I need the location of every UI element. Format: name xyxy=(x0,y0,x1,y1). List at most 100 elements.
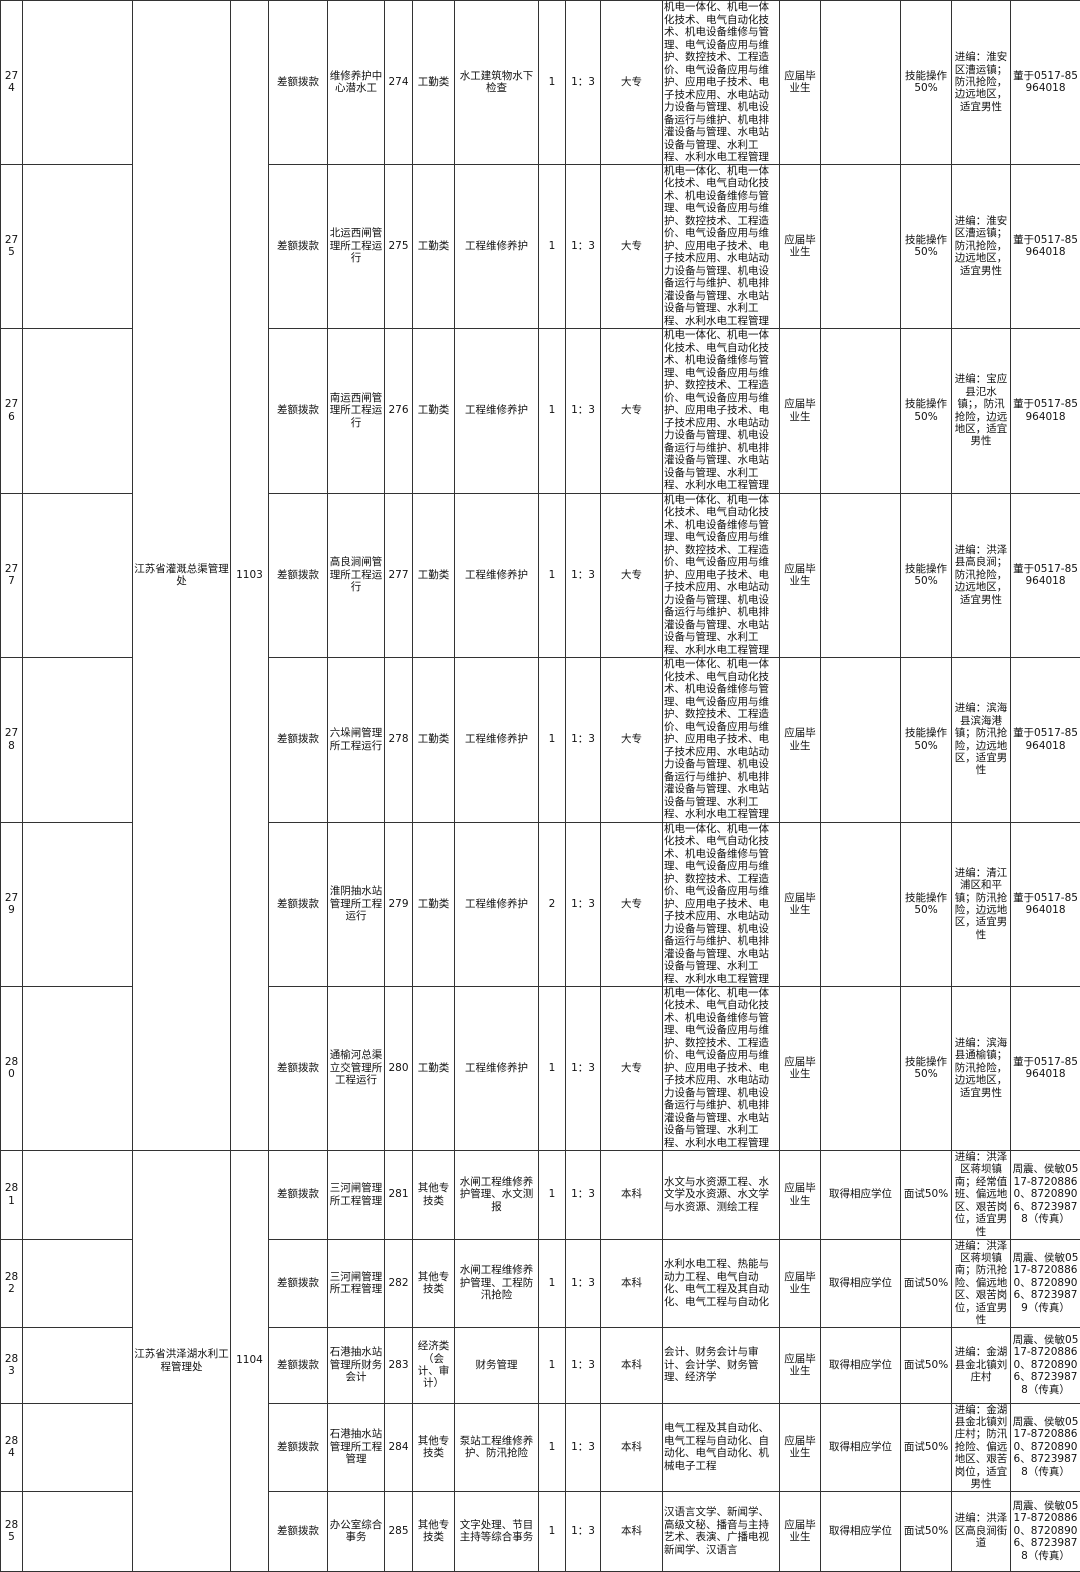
degree: 取得相应学位 xyxy=(821,1403,901,1491)
degree xyxy=(821,1,901,165)
funding-type: 差额拨款 xyxy=(269,1239,328,1327)
blank-cell xyxy=(23,328,133,493)
exam-weight: 技能操作50% xyxy=(901,822,952,986)
position-category: 其他专技类 xyxy=(413,1403,455,1491)
education: 本科 xyxy=(601,1239,663,1327)
position-code: 284 xyxy=(385,1403,413,1491)
exam-weight: 技能操作50% xyxy=(901,1,952,165)
major: 机电一体化、机电一体化技术、电气自动化技术、机电设备维修与管理、电气设备应用与维… xyxy=(663,986,780,1150)
hire-count: 2 xyxy=(539,822,566,986)
funding-type: 差额拨款 xyxy=(269,493,328,657)
row-number: 282 xyxy=(1,1239,23,1327)
note: 进编：金湖县金北镇刘庄村 xyxy=(952,1327,1011,1403)
note: 进编：淮安区漕运镇；防汛抢险，边远地区，适宜男性 xyxy=(952,1,1011,165)
exam-ratio: 1：3 xyxy=(566,1327,601,1403)
exam-ratio: 1：3 xyxy=(566,1239,601,1327)
blank-cell xyxy=(23,493,133,657)
position-description: 文字处理、节目主持等综合事务 xyxy=(455,1491,539,1571)
degree xyxy=(821,822,901,986)
exam-weight: 技能操作50% xyxy=(901,328,952,493)
row-number: 275 xyxy=(1,164,23,328)
funding-type: 差额拨款 xyxy=(269,164,328,328)
blank-cell xyxy=(23,986,133,1150)
exam-ratio: 1：3 xyxy=(566,822,601,986)
note: 进编：金湖县金北镇刘庄村；防汛抢险、偏远地区、艰苦岗位，适宜男性 xyxy=(952,1403,1011,1491)
exam-weight: 面试50% xyxy=(901,1491,952,1571)
contact: 董于0517-85964018 xyxy=(1011,493,1080,657)
major: 会计、财务会计与审计、会计学、财务管理、经济学 xyxy=(663,1327,780,1403)
position-code: 282 xyxy=(385,1239,413,1327)
note: 进编：淮安区漕运镇；防汛抢险，边远地区，适宜男性 xyxy=(952,164,1011,328)
row-number: 276 xyxy=(1,328,23,493)
education: 本科 xyxy=(601,1491,663,1571)
blank-cell xyxy=(23,1327,133,1403)
position-description: 水工建筑物水下检查 xyxy=(455,1,539,165)
exam-weight: 面试50% xyxy=(901,1327,952,1403)
blank-cell xyxy=(23,1403,133,1491)
education: 本科 xyxy=(601,1403,663,1491)
degree: 取得相应学位 xyxy=(821,1150,901,1239)
hire-count: 1 xyxy=(539,1327,566,1403)
position-category: 工勤类 xyxy=(413,164,455,328)
hire-count: 1 xyxy=(539,328,566,493)
major: 汉语言文学、新闻学、高级文秘、播音与主持艺术、表演、广播电视新闻学、汉语言 xyxy=(663,1491,780,1571)
exam-ratio: 1：3 xyxy=(566,1403,601,1491)
note: 进编：滨海县滨海港镇；防汛抢险，边远地区，适宜男性 xyxy=(952,657,1011,822)
hire-count: 1 xyxy=(539,657,566,822)
degree xyxy=(821,164,901,328)
row-number: 283 xyxy=(1,1327,23,1403)
funding-type: 差额拨款 xyxy=(269,657,328,822)
note: 进编：清江浦区和平镇；防汛抢险，边远地区，适宜男性 xyxy=(952,822,1011,986)
funding-type: 差额拨款 xyxy=(269,1150,328,1239)
position-name: 三河闸管理所工程管理 xyxy=(328,1150,385,1239)
position-code: 279 xyxy=(385,822,413,986)
position-category: 工勤类 xyxy=(413,1,455,165)
position-description: 工程维修养护 xyxy=(455,822,539,986)
hire-count: 1 xyxy=(539,1,566,165)
position-description: 工程维修养护 xyxy=(455,657,539,822)
position-category: 其他专技类 xyxy=(413,1491,455,1571)
funding-type: 差额拨款 xyxy=(269,1403,328,1491)
unit-name: 江苏省洪泽湖水利工程管理处 xyxy=(133,1150,231,1571)
candidate-source: 应届毕业生 xyxy=(780,1239,821,1327)
exam-ratio: 1：3 xyxy=(566,986,601,1150)
exam-ratio: 1：3 xyxy=(566,1491,601,1571)
education: 大专 xyxy=(601,657,663,822)
position-name: 南运西闸管理所工程运行 xyxy=(328,328,385,493)
position-description: 财务管理 xyxy=(455,1327,539,1403)
exam-ratio: 1：3 xyxy=(566,164,601,328)
position-name: 六垛闸管理所工程运行 xyxy=(328,657,385,822)
blank-cell xyxy=(23,657,133,822)
position-code: 274 xyxy=(385,1,413,165)
position-category: 其他专技类 xyxy=(413,1239,455,1327)
exam-weight: 技能操作50% xyxy=(901,986,952,1150)
position-name: 北运西闸管理所工程运行 xyxy=(328,164,385,328)
candidate-source: 应届毕业生 xyxy=(780,822,821,986)
position-description: 泵站工程维修养护、防汛抢险 xyxy=(455,1403,539,1491)
candidate-source: 应届毕业生 xyxy=(780,493,821,657)
note: 进编：宝应县氾水镇；，防汛抢险，边远地区，适宜男性 xyxy=(952,328,1011,493)
contact: 周震、侯敏0517-87208860、87208906、87239878（传真） xyxy=(1011,1150,1080,1239)
position-code: 285 xyxy=(385,1491,413,1571)
funding-type: 差额拨款 xyxy=(269,328,328,493)
row-number: 279 xyxy=(1,822,23,986)
exam-ratio: 1：3 xyxy=(566,493,601,657)
note: 进编：洪泽区蒋坝镇南；防汛抢险、偏远地区、艰苦岗位，适宜男性 xyxy=(952,1239,1011,1327)
major: 电气工程及其自动化、电气工程与自动化、自动化、电气自动化、机械电子工程 xyxy=(663,1403,780,1491)
unit-name: 江苏省灌溉总渠管理处 xyxy=(133,1,231,1151)
hire-count: 1 xyxy=(539,1239,566,1327)
row-number: 285 xyxy=(1,1491,23,1571)
hire-count: 1 xyxy=(539,1150,566,1239)
degree xyxy=(821,328,901,493)
position-code: 278 xyxy=(385,657,413,822)
degree: 取得相应学位 xyxy=(821,1327,901,1403)
candidate-source: 应届毕业生 xyxy=(780,1150,821,1239)
position-category: 其他专技类 xyxy=(413,1150,455,1239)
major: 机电一体化、机电一体化技术、电气自动化技术、机电设备维修与管理、电气设备应用与维… xyxy=(663,493,780,657)
position-name: 石港抽水站管理所财务会计 xyxy=(328,1327,385,1403)
funding-type: 差额拨款 xyxy=(269,986,328,1150)
position-code: 280 xyxy=(385,986,413,1150)
